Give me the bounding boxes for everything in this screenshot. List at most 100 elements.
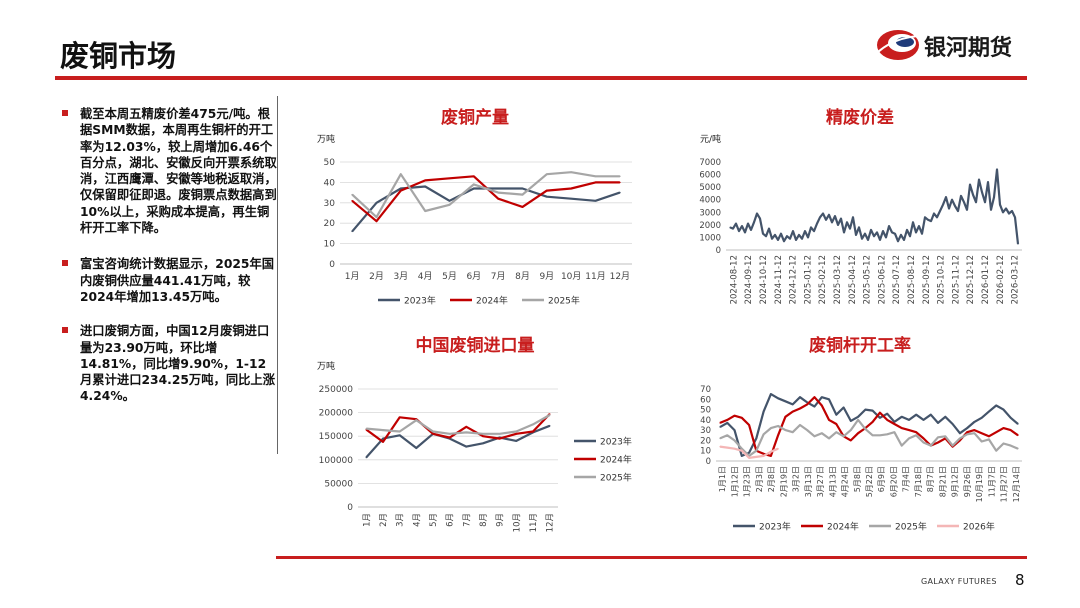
data-point [936,216,938,218]
data-point [799,407,801,410]
x-tick-label: 8月 [479,513,489,527]
data-point [879,434,881,436]
data-point [835,431,837,433]
data-point [981,417,983,419]
data-point [981,432,983,434]
data-point [837,224,839,226]
data-point [382,441,384,443]
data-point [988,435,990,437]
data-point [849,228,851,230]
y-tick-label: 2000 [699,221,721,231]
data-point [619,181,621,184]
data-point [726,419,728,421]
data-point [792,403,794,406]
data-point [872,421,874,423]
data-point [741,417,743,419]
x-tick-label: 2月8日 [767,466,776,492]
data-point [915,414,917,416]
data-point [951,423,954,425]
data-point [570,197,572,200]
data-point [1017,434,1019,436]
data-point [482,442,484,445]
x-tick-label: 4月24日 [841,466,850,497]
data-point [922,419,925,421]
y-tick-label: 10 [324,240,336,250]
x-tick-label: 8月21日 [938,466,947,497]
data-point [1017,448,1019,450]
data-point [424,185,426,188]
data-point [448,433,451,435]
data-point [741,448,743,450]
x-tick-label: 2024-08-12 [729,255,739,304]
data-point [771,238,773,240]
data-point [888,225,890,227]
y-unit-label: 万吨 [317,360,335,372]
data-point [759,217,761,220]
data-point [747,223,749,225]
data-point [850,439,852,442]
x-tick-label: 12月 [546,513,556,532]
y-tick-label: 20 [324,219,336,229]
data-point [756,212,758,215]
data-point [915,231,917,233]
data-point [945,196,947,198]
data-point [532,430,534,433]
data-point [937,422,939,424]
data-point [375,220,378,222]
data-point [424,210,426,212]
data-point [1017,243,1019,245]
data-point [870,229,872,231]
data-point [515,430,518,433]
legend-label: 2024年 [600,454,632,466]
y-tick-label: 3000 [699,208,721,218]
data-point [755,450,757,452]
data-point [465,445,468,448]
data-point [432,433,434,435]
x-tick-label: 5月 [429,513,439,527]
header-divider [55,76,1027,80]
data-point [365,456,368,459]
data-point [966,431,968,433]
data-point [819,216,821,218]
data-point [930,444,932,447]
data-point [792,431,794,433]
data-point [733,429,736,431]
data-point [548,425,551,427]
data-point [835,414,837,416]
legend-label: 2024年 [476,295,508,307]
data-point [857,432,859,434]
data-point [861,238,863,240]
x-tick-label: 2024-10-12 [759,255,769,304]
data-point [729,226,731,228]
data-point [570,171,572,173]
data-point [973,421,975,423]
data-point [546,173,548,176]
data-point [930,220,932,222]
x-tick-label: 9月26日 [963,466,972,497]
data-point [415,447,418,449]
data-point [765,235,767,237]
x-tick-label: 6月9日 [877,466,886,492]
y-tick-label: 10 [700,447,711,457]
data-point [857,416,859,418]
data-point [852,216,854,218]
x-tick-label: 3月 [393,271,408,282]
x-tick-label: 3月13日 [804,466,813,497]
data-point [770,393,772,395]
x-tick-label: 2025-02-12 [818,255,828,304]
data-point [497,187,499,190]
data-point [733,448,736,450]
data-point [546,189,548,192]
data-point [473,187,475,190]
data-point [995,450,997,452]
data-point [864,408,866,411]
data-point [996,168,998,171]
data-point [973,429,975,431]
data-point [619,175,621,178]
x-tick-label: 1月12日 [730,466,739,497]
imports-chart-title: 中国废铜进口量 [415,336,535,356]
data-point [821,396,823,398]
data-point [351,193,353,196]
page-number: 8 [1015,571,1025,589]
x-tick-label: 2025-10-12 [937,255,947,304]
